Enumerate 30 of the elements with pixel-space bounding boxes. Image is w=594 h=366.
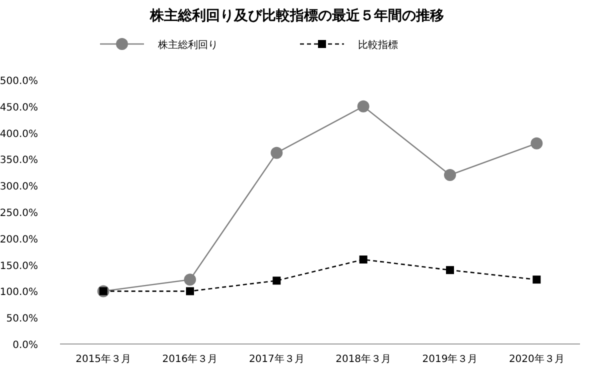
y-tick-label: 350.0%: [0, 155, 38, 166]
y-tick-label: 400.0%: [0, 128, 38, 140]
y-tick-label: 100.0%: [0, 287, 38, 298]
point: [446, 266, 454, 274]
y-tick-label: 250.0%: [0, 208, 38, 219]
point: [272, 276, 281, 285]
chart-title: 株主総利回り及び比較指標の最近５年間の推移: [149, 7, 444, 24]
x-tick-label: 2019年３月: [422, 353, 478, 365]
x-tick-label: 2018年３月: [336, 353, 392, 365]
x-tick-label: 2016年３月: [162, 353, 218, 365]
point: [184, 274, 196, 286]
point: [532, 276, 541, 284]
x-tick-label: 2015年３月: [76, 353, 132, 365]
point: [270, 146, 283, 159]
y-tick-label: 50.0%: [6, 314, 38, 325]
y-tick-label: 500.0%: [0, 76, 38, 87]
y-tick-label: 150.0%: [0, 260, 38, 272]
point: [357, 100, 370, 112]
point: [444, 169, 456, 182]
y-tick-label: 300.0%: [0, 182, 38, 193]
point: [359, 256, 368, 264]
legend-label: 比較指標: [358, 39, 398, 51]
legend-label: 株主総利回り: [157, 39, 218, 51]
point: [186, 287, 194, 296]
y-tick-label: 200.0%: [0, 234, 38, 246]
x-tick-label: 2017年３月: [248, 353, 304, 365]
x-tick-label: 2020年３月: [508, 353, 564, 365]
point: [530, 137, 543, 150]
y-tick-label: 450.0%: [0, 102, 38, 114]
y-tick-label: 0.0%: [12, 340, 38, 351]
